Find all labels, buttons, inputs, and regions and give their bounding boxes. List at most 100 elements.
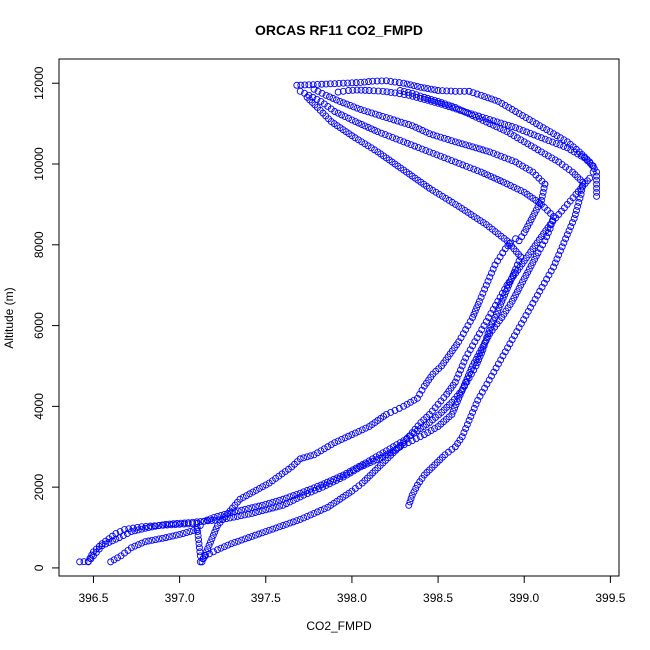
data-point bbox=[336, 473, 344, 480]
data-point bbox=[241, 535, 249, 543]
data-point bbox=[317, 97, 325, 105]
data-point bbox=[314, 449, 321, 457]
data-point bbox=[400, 87, 408, 95]
data-point bbox=[429, 131, 437, 139]
data-point bbox=[331, 80, 339, 88]
data-point bbox=[123, 530, 131, 538]
data-point bbox=[541, 150, 549, 158]
data-point bbox=[465, 110, 473, 118]
data-point bbox=[529, 299, 537, 307]
data-point bbox=[490, 174, 498, 182]
data-point bbox=[195, 536, 203, 544]
data-point bbox=[314, 508, 321, 516]
data-point bbox=[475, 330, 483, 338]
data-point bbox=[431, 425, 439, 433]
data-point bbox=[456, 87, 464, 95]
data-point bbox=[382, 114, 390, 122]
data-point bbox=[489, 305, 497, 313]
data-point bbox=[500, 178, 508, 186]
data-point bbox=[296, 489, 304, 497]
data-point bbox=[438, 87, 446, 95]
data-point bbox=[127, 528, 135, 536]
data-point bbox=[586, 174, 594, 182]
data-point bbox=[382, 77, 390, 85]
data-point bbox=[527, 142, 535, 150]
data-point bbox=[338, 111, 346, 119]
data-point bbox=[473, 334, 481, 342]
data-point bbox=[576, 194, 584, 202]
data-point bbox=[484, 94, 492, 102]
data-point bbox=[555, 251, 563, 259]
data-point bbox=[357, 78, 364, 86]
data-point bbox=[427, 95, 435, 103]
data-point bbox=[258, 529, 266, 537]
data-point bbox=[534, 203, 542, 211]
data-point bbox=[406, 498, 414, 506]
data-point bbox=[455, 394, 463, 402]
data-point bbox=[403, 80, 411, 88]
data-point bbox=[262, 481, 270, 489]
data-point bbox=[241, 505, 249, 513]
data-point bbox=[431, 96, 439, 104]
data-point bbox=[538, 283, 546, 291]
data-point bbox=[449, 407, 457, 415]
data-point bbox=[367, 125, 375, 133]
data-point bbox=[515, 324, 523, 332]
plot-frame bbox=[58, 58, 620, 577]
data-point bbox=[138, 539, 146, 547]
data-point bbox=[351, 429, 359, 437]
data-point bbox=[422, 147, 430, 154]
data-point bbox=[469, 362, 476, 370]
data-point bbox=[269, 498, 277, 506]
data-point bbox=[296, 516, 304, 523]
data-point bbox=[429, 149, 437, 157]
data-point bbox=[473, 90, 481, 98]
data-point bbox=[76, 558, 84, 566]
data-point bbox=[220, 543, 228, 551]
data-point bbox=[300, 454, 308, 462]
data-points bbox=[76, 77, 601, 566]
data-point bbox=[527, 303, 534, 311]
data-point bbox=[525, 166, 533, 174]
data-point bbox=[510, 132, 518, 140]
data-point bbox=[413, 394, 421, 402]
data-point bbox=[455, 139, 463, 147]
data-point bbox=[434, 97, 442, 105]
data-point bbox=[336, 97, 344, 105]
data-point bbox=[396, 87, 404, 94]
data-point bbox=[488, 95, 495, 103]
data-point bbox=[158, 534, 166, 542]
data-point bbox=[508, 106, 516, 113]
data-point bbox=[346, 101, 354, 109]
data-point bbox=[272, 497, 280, 505]
data-point bbox=[512, 291, 520, 299]
data-point bbox=[560, 239, 568, 247]
y-tick-label: 12000 bbox=[32, 66, 46, 100]
data-point bbox=[451, 87, 459, 95]
data-point bbox=[323, 478, 331, 486]
data-point bbox=[527, 262, 535, 270]
data-point bbox=[480, 170, 488, 177]
data-point bbox=[400, 91, 408, 98]
data-point bbox=[472, 113, 480, 121]
data-point bbox=[214, 546, 221, 554]
data-point bbox=[361, 78, 369, 86]
data-point bbox=[418, 145, 426, 153]
data-point bbox=[372, 453, 380, 461]
data-point bbox=[517, 281, 525, 289]
data-point bbox=[317, 447, 325, 455]
data-point bbox=[303, 487, 311, 494]
data-point bbox=[317, 481, 325, 489]
data-point bbox=[465, 417, 473, 424]
data-point bbox=[536, 287, 544, 295]
data-point bbox=[482, 338, 489, 346]
data-point bbox=[493, 151, 501, 159]
data-point bbox=[433, 151, 441, 159]
data-point bbox=[408, 491, 416, 499]
data-point bbox=[369, 455, 377, 463]
data-point bbox=[489, 121, 497, 129]
data-point bbox=[320, 445, 328, 453]
data-point bbox=[523, 128, 531, 136]
data-point bbox=[510, 268, 518, 276]
data-point bbox=[217, 511, 225, 519]
